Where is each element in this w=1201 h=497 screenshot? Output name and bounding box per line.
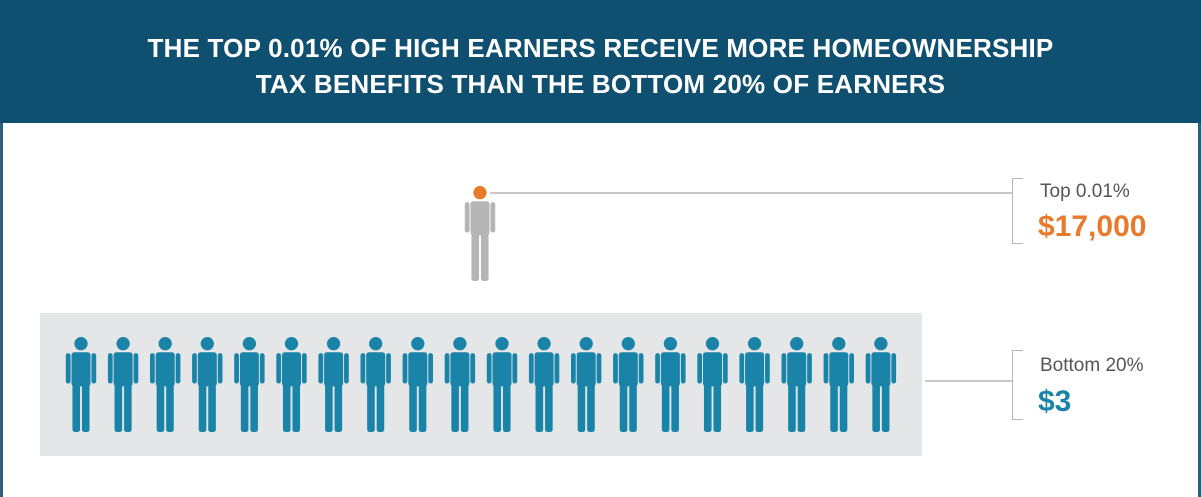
top-group-value: $17,000: [1038, 210, 1147, 243]
bottom-earner-figure-2: [107, 337, 139, 432]
bottom-earner-figure-17: [739, 337, 770, 432]
bottom-earner-figure-4: [192, 337, 223, 432]
top-bracket: [1012, 178, 1023, 244]
bottom-earner-figure-13: [571, 337, 602, 432]
bottom-earner-figure-5: [234, 337, 265, 432]
bottom-earner-figure-10: [444, 337, 476, 432]
bottom-group-value: $3: [1038, 385, 1072, 418]
bottom-earner-figure-6: [276, 337, 307, 432]
top-group-label: Top 0.01%: [1040, 181, 1130, 202]
chart-title: THE TOP 0.01% OF HIGH EARNERS RECEIVE MO…: [0, 30, 1201, 102]
bottom-earner-figure-11: [486, 337, 518, 432]
bottom-earner-figure-20: [865, 337, 897, 432]
bottom-earner-figure-3: [150, 337, 181, 432]
bottom-group-band: [40, 313, 922, 456]
title-line-1: THE TOP 0.01% OF HIGH EARNERS RECEIVE MO…: [147, 33, 1054, 63]
bottom-group-label: Bottom 20%: [1040, 355, 1144, 376]
top-earner-figure: [464, 186, 496, 281]
bottom-earner-figure-7: [318, 337, 349, 432]
bottom-earner-figure-12: [528, 337, 560, 432]
bottom-earner-figure-1: [65, 337, 97, 432]
bottom-earner-figure-16: [697, 337, 728, 432]
title-line-2: TAX BENEFITS THAN THE BOTTOM 20% OF EARN…: [255, 69, 946, 99]
header-banner: THE TOP 0.01% OF HIGH EARNERS RECEIVE MO…: [0, 0, 1201, 123]
bottom-earner-figure-14: [613, 337, 644, 432]
bottom-earner-figure-15: [655, 337, 686, 432]
bottom-earner-figure-18: [781, 337, 812, 432]
bottom-earner-figure-8: [360, 337, 391, 432]
bottom-earner-figure-9: [402, 337, 433, 432]
bottom-earner-figure-19: [823, 337, 854, 432]
bottom-bracket: [1012, 350, 1023, 420]
